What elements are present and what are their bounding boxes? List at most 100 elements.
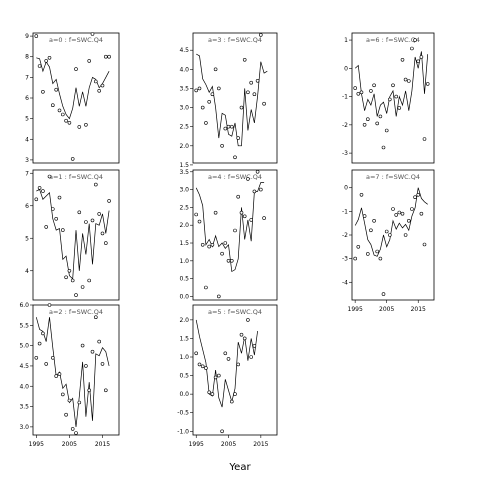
x-tick-label: 2005 xyxy=(62,441,77,448)
data-point xyxy=(230,399,234,404)
y-tick-label: 1.5 xyxy=(179,162,189,169)
data-point xyxy=(74,431,78,435)
data-point xyxy=(372,83,376,88)
data-point xyxy=(369,89,373,93)
data-point xyxy=(60,228,65,232)
data-point xyxy=(391,207,395,211)
data-point xyxy=(236,194,240,199)
data-point xyxy=(397,210,402,215)
y-tick-label: 5 xyxy=(25,235,29,242)
data-point xyxy=(233,155,237,160)
x-tick-label: 2005 xyxy=(379,306,394,313)
data-point xyxy=(242,214,247,219)
panel-a2: a=6 : f=SWC.Q4 -3 -2 -1 0 1 xyxy=(342,32,435,164)
data-point xyxy=(236,136,240,140)
data-point xyxy=(406,79,411,83)
data-point xyxy=(249,80,253,85)
data-point xyxy=(406,219,411,223)
data-point xyxy=(54,217,59,221)
data-point xyxy=(223,126,228,131)
data-point xyxy=(50,103,55,107)
panel-a0: a=0 : f=SWC.Q4 3 4 5 6 7 8 9 xyxy=(25,32,120,164)
data-point xyxy=(242,336,247,341)
data-point xyxy=(226,124,231,129)
data-point xyxy=(422,137,427,141)
panel-title: a=4 : f=SWC.Q4 xyxy=(208,173,262,181)
x-tick-label: 2015 xyxy=(253,441,268,448)
data-point xyxy=(87,278,91,283)
data-point xyxy=(77,125,82,129)
y-tick-label: 4 xyxy=(25,136,29,143)
y-tick-label: 1.5 xyxy=(179,240,189,247)
y-tick-label: 0.0 xyxy=(179,391,189,398)
data-point xyxy=(210,243,215,247)
data-point xyxy=(97,339,101,344)
data-point xyxy=(197,362,202,367)
data-point xyxy=(213,67,218,72)
data-point xyxy=(207,100,211,104)
data-point xyxy=(74,67,78,71)
data-point xyxy=(97,212,101,216)
data-point xyxy=(262,101,266,106)
data-point xyxy=(262,216,266,220)
data-point xyxy=(84,220,88,224)
data-point xyxy=(365,252,370,256)
data-point xyxy=(204,366,208,370)
x-tick-label: 2015 xyxy=(411,306,426,313)
data-point xyxy=(204,121,208,125)
data-point xyxy=(200,105,205,110)
data-point xyxy=(246,177,250,181)
y-tick-label: 6.0 xyxy=(19,302,29,309)
panel-title: a=3 : f=SWC.Q4 xyxy=(208,36,262,44)
data-point xyxy=(223,351,228,356)
data-point xyxy=(410,207,414,211)
data-point xyxy=(249,355,253,359)
data-point xyxy=(60,392,65,397)
data-point xyxy=(239,332,244,337)
data-point xyxy=(410,46,414,51)
series-line xyxy=(354,51,429,117)
y-tick-label: 2.0 xyxy=(179,317,189,324)
data-point xyxy=(70,278,75,283)
data-point xyxy=(255,79,260,83)
data-point xyxy=(94,79,98,84)
series-line xyxy=(36,189,110,280)
y-tick-label: 3.0 xyxy=(19,424,29,431)
data-point xyxy=(365,117,370,121)
panel-frame xyxy=(32,304,120,436)
data-point xyxy=(197,219,202,224)
data-point xyxy=(384,128,389,133)
data-point xyxy=(258,33,263,37)
data-point xyxy=(67,398,72,403)
y-tick-label: -2 xyxy=(342,122,348,129)
data-point xyxy=(384,229,389,234)
panel-frame xyxy=(192,304,278,436)
data-point xyxy=(100,231,105,236)
data-point xyxy=(419,55,424,59)
data-point xyxy=(356,92,361,96)
data-point xyxy=(34,34,39,38)
data-point xyxy=(239,105,244,110)
data-point xyxy=(37,341,42,346)
data-point xyxy=(64,275,68,280)
data-point xyxy=(416,59,421,64)
panel-a5: a=7 : f=SWC.Q4 -4 -3 -2 -1 0 1995 2005 2015 xyxy=(342,169,435,313)
data-point xyxy=(54,87,59,92)
data-point xyxy=(107,54,111,59)
data-point xyxy=(210,392,215,396)
data-point xyxy=(90,349,95,354)
data-point xyxy=(252,344,257,348)
y-tick-label: 9 xyxy=(25,33,29,40)
data-point xyxy=(394,213,399,217)
data-point xyxy=(50,207,55,211)
data-point xyxy=(200,243,205,247)
y-tick-label: 0.5 xyxy=(179,276,189,283)
data-point xyxy=(413,195,417,199)
data-point xyxy=(403,77,408,82)
y-tick-label: 3 xyxy=(25,157,29,164)
x-tick-label: 1995 xyxy=(348,306,363,313)
data-point xyxy=(77,210,82,215)
y-tick-label: 0 xyxy=(344,65,348,72)
series-line xyxy=(195,182,265,273)
panel-title: a=1 : f=SWC.Q4 xyxy=(49,173,103,181)
